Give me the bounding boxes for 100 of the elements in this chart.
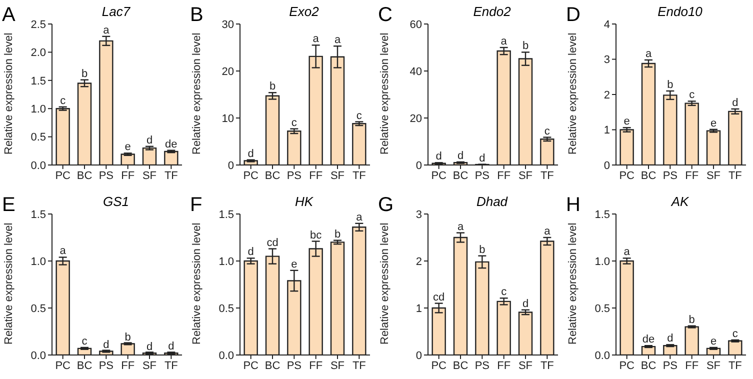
chart-title: Endo2: [472, 4, 512, 19]
x-tick-label: SF: [518, 359, 533, 372]
x-tick-label: TF: [164, 170, 178, 182]
y-tick-label: 0.0: [594, 349, 610, 362]
y-tick-label: 0.5: [594, 302, 610, 314]
y-axis-title: Relative expression level: [566, 222, 579, 344]
text: C: [378, 4, 392, 27]
chart-title: Exo2: [288, 4, 320, 19]
annotation: d: [522, 297, 529, 310]
y-tick-label: 0.0: [30, 160, 46, 172]
annotation: c: [60, 94, 66, 107]
y-axis-title: Relative expression level: [190, 32, 203, 154]
annotation: c: [356, 110, 362, 122]
annotation: c: [544, 125, 550, 138]
annotation: a: [312, 33, 320, 46]
text: H: [566, 194, 580, 216]
chart-title: AK: [670, 194, 690, 208]
y-tick-label: 0.5: [30, 132, 46, 144]
y-tick-label: 0: [228, 160, 234, 172]
x-tick-label: FF: [685, 170, 699, 182]
text: E: [2, 194, 16, 216]
x-tick-label: BC: [640, 170, 656, 182]
y-tick-label: 2.0: [30, 47, 46, 60]
x-tick-label: FF: [497, 359, 511, 372]
annotation: b: [479, 243, 486, 256]
chart-title: Lac7: [100, 4, 132, 19]
x-tick-label: SF: [142, 359, 157, 372]
annotation: b: [334, 228, 341, 240]
chart-title: Endo10: [656, 4, 704, 19]
x-tick-label: FF: [497, 170, 511, 182]
annotation: e: [710, 117, 717, 130]
annotation: d: [479, 152, 486, 164]
y-tick-label: 20: [410, 112, 422, 125]
x-tick-label: BC: [264, 359, 280, 372]
annotation: c: [501, 286, 508, 298]
annotation: b: [81, 68, 88, 80]
x-tick-label: SF: [330, 170, 345, 182]
x-tick-label: PC: [55, 170, 71, 182]
y-axis-title: Relative expression level: [2, 32, 15, 154]
y-tick-label: 0.0: [218, 349, 234, 362]
annotation: a: [103, 24, 110, 36]
x-tick-label: BC: [76, 359, 92, 372]
x-tick-label: PS: [662, 170, 678, 182]
x-tick-label: PC: [243, 359, 259, 372]
text: D: [566, 4, 580, 27]
y-tick-label: 1: [604, 124, 610, 137]
x-tick-label: PC: [55, 359, 71, 372]
y-axis-title: Relative expression level: [2, 222, 15, 344]
annotation: b: [667, 78, 674, 91]
annotation: d: [146, 340, 153, 353]
annotation: d: [168, 340, 174, 352]
y-tick-label: 4: [604, 18, 610, 31]
annotation: d: [667, 332, 674, 344]
text: B: [190, 4, 204, 27]
annotation: e: [291, 258, 298, 270]
y-tick-label: 2: [604, 89, 610, 102]
text: F: [190, 194, 202, 216]
y-tick-label: 1: [416, 302, 422, 314]
annotation: a: [544, 225, 552, 237]
annotation: a: [457, 220, 464, 232]
x-tick-label: PS: [98, 359, 114, 372]
x-tick-label: TF: [352, 359, 366, 372]
x-tick-label: FF: [309, 359, 323, 372]
x-tick-label: SF: [142, 170, 157, 182]
annotation: d: [248, 246, 254, 258]
y-tick-label: 1.0: [594, 255, 610, 268]
x-tick-label: TF: [164, 359, 178, 372]
x-tick-label: PS: [286, 359, 302, 372]
annotation: e: [124, 141, 131, 154]
y-tick-label: 40: [410, 66, 422, 78]
x-tick-label: TF: [540, 170, 554, 182]
y-tick-label: 0: [604, 160, 610, 172]
y-tick-label: 0: [416, 160, 422, 172]
annotation: cd: [266, 236, 278, 248]
x-tick-label: BC: [640, 359, 656, 372]
y-tick-label: 3: [604, 54, 610, 66]
y-tick-label: 1.5: [594, 208, 610, 220]
annotation: a: [624, 246, 631, 258]
annotation: d: [732, 96, 738, 109]
x-tick-label: TF: [352, 170, 366, 182]
annotation: d: [146, 134, 153, 146]
annotation: a: [356, 210, 364, 223]
text: G: [378, 194, 394, 216]
x-tick-label: BC: [264, 170, 280, 182]
x-tick-label: BC: [76, 170, 92, 182]
annotation: c: [291, 116, 298, 129]
y-tick-label: 60: [410, 18, 422, 31]
x-tick-label: FF: [685, 359, 699, 372]
chart-title: HK: [294, 194, 314, 208]
annotation: d: [248, 148, 254, 160]
annotation: e: [624, 116, 630, 128]
y-tick-label: 10: [222, 112, 234, 125]
y-tick-label: 1.5: [30, 208, 46, 220]
x-tick-label: PS: [474, 170, 490, 182]
x-tick-label: PC: [619, 359, 635, 372]
chart-title: Dhad: [475, 194, 509, 208]
x-tick-label: PS: [286, 170, 302, 182]
x-tick-label: TF: [728, 359, 742, 372]
y-tick-label: 2: [416, 255, 422, 268]
x-tick-label: FF: [121, 359, 135, 372]
